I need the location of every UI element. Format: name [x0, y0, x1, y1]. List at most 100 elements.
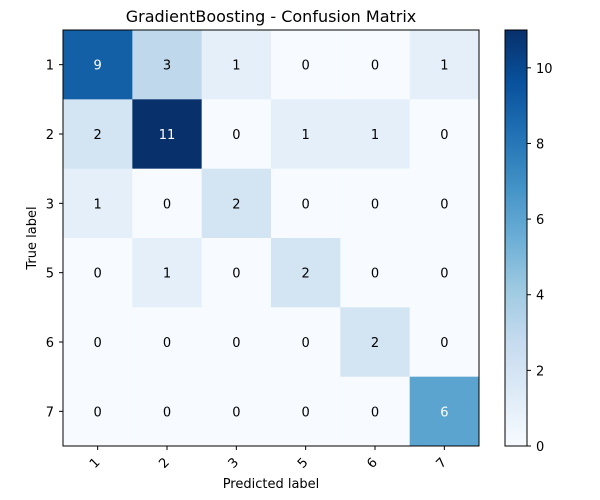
cell-value-label: 0	[232, 336, 240, 351]
plot-frame	[62, 29, 480, 447]
cell-value-label: 0	[440, 336, 448, 351]
heatmap-cell	[201, 376, 272, 447]
y-tick-label: 6	[46, 336, 54, 351]
cell-value-label: 1	[163, 267, 171, 282]
heatmap-cell	[132, 307, 203, 378]
cell-value-label: 2	[371, 336, 379, 351]
cell-value-label: 0	[371, 197, 379, 212]
heatmap-cell	[63, 376, 133, 447]
y-tick-label: 1	[46, 59, 54, 74]
cell-value-label: 1	[302, 128, 310, 143]
heatmap-cell	[132, 30, 203, 100]
cell-value-label: 0	[302, 197, 310, 212]
cell-value-label: 0	[302, 405, 310, 420]
heatmap-cell	[271, 238, 341, 308]
cell-value-label: 0	[440, 197, 448, 212]
heatmap-cell	[201, 168, 272, 239]
heatmap-cell	[63, 168, 133, 239]
heatmap-cell	[201, 307, 272, 378]
colorbar-tick-label: 0	[536, 440, 544, 455]
cell-value-label: 0	[232, 267, 240, 282]
heatmap-cell	[132, 99, 203, 170]
colorbar-tick-label: 10	[536, 62, 553, 77]
heatmap-cell	[201, 30, 272, 100]
cell-value-label: 6	[440, 405, 448, 420]
heatmap-cell	[340, 238, 411, 308]
cell-value-label: 0	[94, 405, 102, 420]
heatmap-cell	[132, 238, 203, 308]
colorbar-tick-label: 8	[536, 137, 544, 152]
heatmap-cell	[271, 99, 341, 170]
cell-value-label: 2	[232, 197, 240, 212]
y-tick-label: 2	[46, 128, 54, 143]
heatmap-cell	[271, 376, 341, 447]
heatmap-cell-labels: 9 3 1 0 0 12 11 0 1 1 01 0 2 0 0 00 1 0 2 0 00 0 0 0 2 00 0 0 0 0 6	[94, 59, 449, 421]
heatmap-cell	[409, 168, 480, 239]
x-tick-label: 7	[434, 455, 450, 471]
x-axis-label: Predicted label	[223, 477, 320, 492]
x-tick-label: 6	[364, 455, 380, 471]
cell-value-label: 11	[159, 128, 176, 143]
y-tick-label: 3	[46, 197, 54, 212]
cell-value-label: 0	[302, 336, 310, 351]
y-axis-label: True label	[25, 206, 40, 270]
x-tick-label: 2	[156, 455, 172, 471]
heatmap-cell	[409, 99, 480, 170]
heatmap-cell	[63, 307, 133, 378]
cell-value-label: 3	[163, 59, 171, 74]
cell-value-label: 1	[440, 59, 448, 74]
heatmap-cell	[132, 376, 203, 447]
cell-value-label: 0	[440, 267, 448, 282]
cell-value-label: 1	[94, 197, 102, 212]
x-tick-label: 3	[226, 455, 242, 471]
heatmap-cell	[409, 238, 480, 308]
heatmap-cell	[201, 99, 272, 170]
cell-value-label: 0	[371, 267, 379, 282]
heatmap-cell	[271, 307, 341, 378]
colorbar-tick-label: 2	[536, 364, 544, 379]
cell-value-label: 0	[440, 128, 448, 143]
cell-value-label: 0	[163, 197, 171, 212]
y-axis-ticks: 1 2 3 5 6 7	[46, 59, 63, 420]
x-tick-label: 1	[87, 455, 103, 471]
y-tick-label: 5	[46, 267, 54, 282]
cell-value-label: 1	[371, 128, 379, 143]
cell-value-label: 0	[163, 405, 171, 420]
colorbar-tick-label: 4	[536, 289, 544, 304]
x-tick-label: 5	[295, 455, 311, 471]
heatmap-cell	[409, 30, 480, 100]
heatmap-cell	[409, 376, 480, 447]
heatmap-cell	[132, 168, 203, 239]
cell-value-label: 0	[232, 128, 240, 143]
heatmap-cell	[63, 30, 133, 100]
cell-value-label: 0	[163, 336, 171, 351]
cell-value-label: 1	[232, 59, 240, 74]
cell-value-label: 0	[371, 405, 379, 420]
cell-value-label: 0	[302, 59, 310, 74]
cell-value-label: 0	[94, 336, 102, 351]
heatmap-cell	[340, 99, 411, 170]
chart-title: GradientBoosting - Confusion Matrix	[126, 7, 417, 26]
colorbar-ticks: 0 2 4 6 8 10	[527, 62, 553, 455]
heatmap-cell	[201, 238, 272, 308]
heatmap-cell	[409, 307, 480, 378]
cell-value-label: 2	[94, 128, 102, 143]
colorbar	[504, 29, 528, 447]
cell-value-label: 2	[302, 267, 310, 282]
heatmap-cells	[63, 30, 480, 447]
cell-value-label: 0	[232, 405, 240, 420]
cell-value-label: 9	[94, 59, 102, 74]
y-tick-label: 7	[46, 405, 54, 420]
heatmap-cell	[340, 376, 411, 447]
x-axis-ticks: 1 2 3 5 6 7	[87, 446, 450, 472]
colorbar-tick-label: 6	[536, 213, 544, 228]
cell-value-label: 0	[94, 267, 102, 282]
cell-value-label: 0	[371, 59, 379, 74]
heatmap-cell	[271, 30, 341, 100]
heatmap-cell	[340, 30, 411, 100]
heatmap-cell	[340, 307, 411, 378]
heatmap-cell	[340, 168, 411, 239]
heatmap-cell	[63, 238, 133, 308]
heatmap-cell	[271, 168, 341, 239]
